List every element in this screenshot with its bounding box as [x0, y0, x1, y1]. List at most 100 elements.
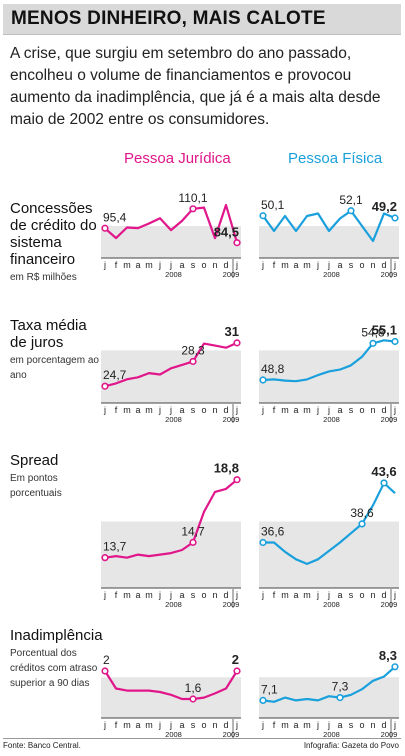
month-tick-label: a [135, 590, 140, 600]
row-title: Concessões de crédito do sistema finance… [10, 200, 97, 268]
month-tick-label: j [103, 405, 106, 415]
row-subtitle: em R$ milhões [10, 272, 77, 283]
data-label: 110,1 [178, 191, 207, 205]
month-tick-label: n [212, 590, 217, 600]
month-tick-label: o [201, 590, 206, 600]
month-tick-label: m [281, 720, 289, 730]
month-tick-label: m [123, 260, 131, 270]
month-tick-label: a [337, 260, 342, 270]
month-tick-label: m [123, 405, 131, 415]
data-point [101, 667, 109, 675]
series-line [104, 478, 238, 559]
year-label-2008: 2008 [165, 415, 182, 424]
data-point [101, 224, 109, 232]
month-tick-label: m [281, 260, 289, 270]
month-tick-label: j [261, 405, 264, 415]
data-label: 95,4 [103, 210, 127, 224]
month-tick-label: f [115, 720, 118, 730]
row-subtitle: Porcentual dos créditos com atraso super… [10, 648, 98, 689]
month-tick-label: o [359, 590, 364, 600]
data-point [369, 339, 377, 347]
month-tick-label: j [316, 405, 319, 415]
data-label: 36,6 [261, 525, 285, 539]
month-tick-label: j [393, 590, 396, 600]
month-tick-label: j [316, 590, 319, 600]
data-point [101, 382, 109, 390]
month-tick-label: d [223, 405, 228, 415]
month-tick-label: n [370, 405, 375, 415]
month-tick-label: a [179, 405, 184, 415]
month-tick-label: a [337, 590, 342, 600]
month-tick-label: a [293, 405, 298, 415]
year-label-2008: 2008 [323, 730, 340, 739]
month-tick-label: s [191, 720, 196, 730]
month-tick-label: a [135, 720, 140, 730]
data-label: 8,3 [379, 648, 397, 663]
month-tick-label: j [103, 590, 106, 600]
month-tick-label: m [123, 720, 131, 730]
month-tick-label: m [303, 260, 311, 270]
month-tick-label: s [191, 590, 196, 600]
month-tick-label: j [235, 405, 238, 415]
month-tick-label: j [169, 405, 172, 415]
month-tick-label: j [316, 260, 319, 270]
series-line [104, 341, 238, 388]
data-point [259, 696, 267, 705]
month-tick-label: j [393, 405, 396, 415]
month-tick-label: f [273, 405, 276, 415]
month-tick-label: o [359, 405, 364, 415]
year-label-2009: 2009 [223, 270, 240, 279]
month-tick-label: s [349, 405, 354, 415]
month-tick-label: d [223, 720, 228, 730]
data-label: 13,7 [103, 540, 127, 554]
month-tick-label: d [223, 590, 228, 600]
data-point [391, 214, 399, 222]
month-tick-label: j [158, 405, 161, 415]
month-tick-label: f [115, 405, 118, 415]
series-line [262, 665, 396, 703]
series-line [104, 203, 239, 244]
month-tick-label: j [103, 260, 106, 270]
month-tick-label: j [158, 720, 161, 730]
data-point [358, 520, 366, 528]
month-tick-label: a [337, 720, 342, 730]
row-title: Taxa média de juros [10, 317, 87, 351]
month-tick-label: f [273, 720, 276, 730]
data-label: 52,1 [339, 193, 363, 207]
page-title: MENOS DINHEIRO, MAIS CALOTE [11, 8, 326, 29]
data-point [233, 476, 241, 484]
month-tick-label: j [261, 590, 264, 600]
year-label-2009: 2009 [381, 730, 398, 739]
month-tick-label: j [327, 405, 330, 415]
series-line [263, 481, 396, 565]
data-point [189, 538, 197, 546]
background-panel [101, 521, 241, 588]
data-point [259, 376, 267, 384]
month-tick-label: s [191, 260, 196, 270]
month-tick-label: o [201, 720, 206, 730]
data-label: 43,6 [371, 464, 396, 479]
month-tick-label: a [179, 720, 184, 730]
row-label-concessoes: Concessões de crédito do sistema finance… [10, 200, 102, 285]
month-tick-label: m [123, 590, 131, 600]
month-tick-label: n [370, 720, 375, 730]
month-tick-label: o [201, 405, 206, 415]
month-tick-label: j [169, 590, 172, 600]
background-panel [259, 677, 399, 718]
data-label: 18,8 [214, 461, 239, 476]
title-bar: MENOS DINHEIRO, MAIS CALOTE [3, 4, 401, 35]
year-label-2008: 2008 [323, 270, 340, 279]
month-tick-label: j [393, 720, 396, 730]
month-tick-label: a [135, 260, 140, 270]
month-tick-label: j [103, 720, 106, 730]
month-tick-label: a [293, 260, 298, 270]
month-tick-label: m [145, 405, 153, 415]
month-tick-label: m [303, 590, 311, 600]
month-tick-label: f [273, 260, 276, 270]
data-point [380, 479, 388, 487]
month-tick-label: d [381, 590, 386, 600]
